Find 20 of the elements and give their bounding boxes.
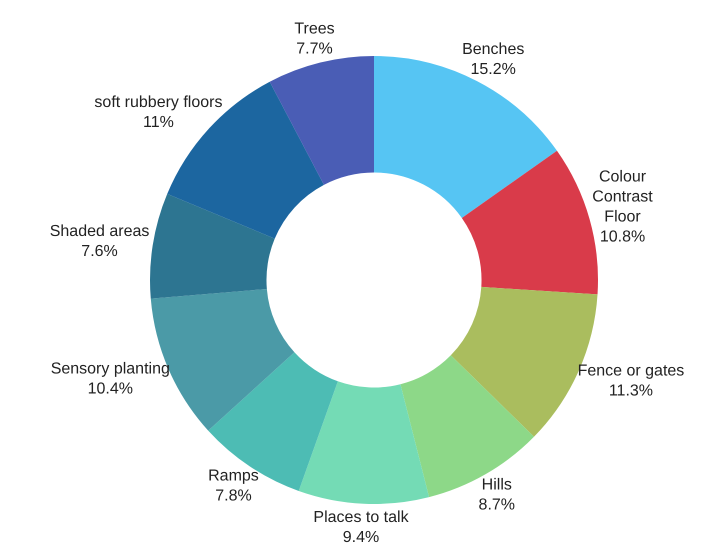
data-label: 7.8% — [215, 488, 252, 505]
data-label: 7.7% — [296, 40, 333, 58]
data-label: 8.7% — [478, 496, 516, 514]
data-label: 10.4% — [88, 380, 133, 398]
slice-label: Trees — [294, 20, 335, 38]
data-label: 10.8% — [600, 228, 646, 246]
data-label: 15.2% — [470, 61, 516, 78]
slice-label: Hills — [482, 476, 512, 494]
data-label: 11.3% — [608, 382, 654, 400]
data-label: 7.6% — [81, 242, 118, 260]
slice-label: Places to talk — [313, 509, 410, 526]
slice-label: Ramps — [208, 468, 259, 485]
slice-label: Benches — [462, 41, 524, 58]
data-label: 11% — [143, 114, 174, 132]
slice-label: Sensory planting — [50, 360, 170, 378]
slice-label: soft rubbery floors — [94, 94, 222, 112]
data-label: 9.4% — [342, 529, 380, 546]
slice-label: Colour Contrast Floor — [592, 168, 654, 226]
slice-label: Fence or gates — [578, 362, 684, 380]
slice-label: Shaded areas — [50, 222, 150, 240]
